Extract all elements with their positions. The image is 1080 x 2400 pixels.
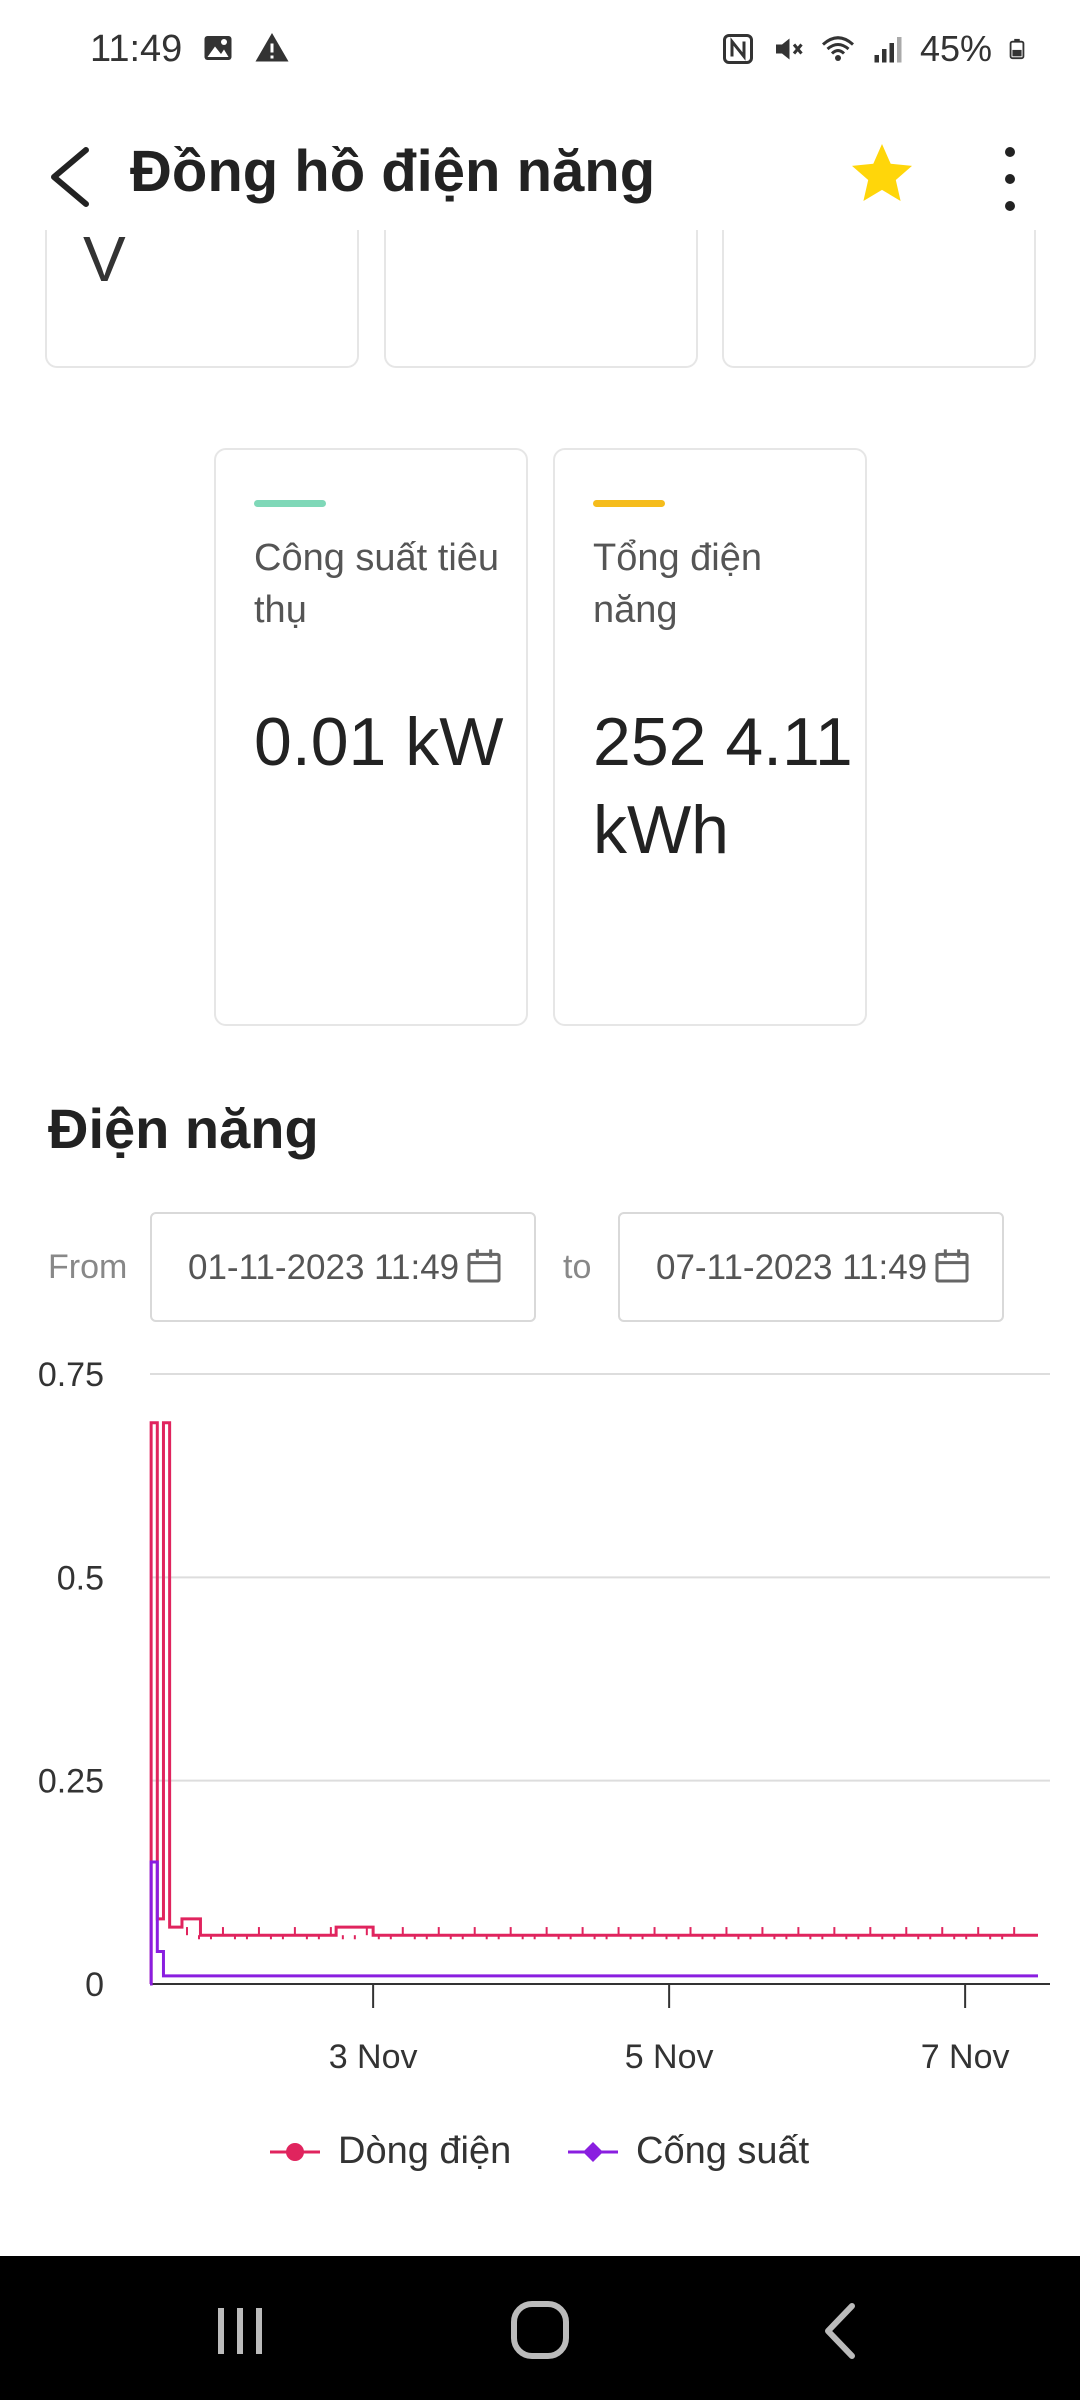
wifi-icon — [820, 31, 856, 67]
section-title: Điện năng — [48, 1096, 319, 1161]
total-energy-label: Tổng điện năng — [593, 532, 843, 636]
voltage-unit: V — [83, 222, 126, 296]
legend-circle-marker-icon — [270, 2137, 320, 2167]
from-label: From — [48, 1248, 127, 1287]
x-tick-label: 5 Nov — [625, 2038, 714, 2076]
y-tick-label: 0.5 — [57, 1559, 104, 1597]
legend-label-power: Cống suất — [636, 2130, 809, 2173]
to-date-value: 07-11-2023 11:49 — [656, 1248, 927, 1288]
recent-apps-icon[interactable] — [200, 2296, 280, 2366]
voltage-card[interactable]: V — [45, 230, 359, 368]
nfc-icon — [720, 31, 756, 67]
metric-card-2[interactable] — [384, 230, 698, 368]
page-title: Đồng hồ điện năng — [130, 138, 655, 205]
app-header: Đồng hồ điện năng — [0, 120, 1080, 230]
battery-percent: 45% — [920, 28, 992, 70]
more-options-icon[interactable] — [990, 142, 1030, 216]
mute-icon — [770, 31, 806, 67]
to-date-input[interactable]: 07-11-2023 11:49 — [618, 1212, 1004, 1322]
status-bar: 11:49 45% — [0, 0, 1080, 100]
power-series-line — [150, 1862, 1038, 1984]
x-tick-label: 3 Nov — [329, 2038, 418, 2076]
power-consumption-card[interactable]: Công suất tiêu thụ 0.01 kW — [214, 448, 528, 1026]
favorite-star-icon[interactable] — [846, 138, 918, 210]
calendar-icon[interactable] — [464, 1246, 504, 1286]
y-tick-label: 0 — [85, 1966, 104, 2004]
to-label: to — [563, 1248, 591, 1287]
gallery-icon — [200, 30, 236, 66]
total-energy-card[interactable]: Tổng điện năng 252 4.11 kWh — [553, 448, 867, 1026]
energy-color-bar — [593, 500, 665, 507]
current-series-line — [150, 1423, 1038, 1984]
legend-item-power[interactable]: Cống suất — [568, 2130, 809, 2173]
from-date-input[interactable]: 01-11-2023 11:49 — [150, 1212, 536, 1322]
signal-icon — [870, 31, 906, 67]
y-tick-label: 0.25 — [38, 1763, 104, 1801]
chart-legend: Dòng điện Cống suất — [0, 2130, 1080, 2190]
metric-card-3[interactable] — [722, 230, 1036, 368]
home-icon[interactable] — [500, 2296, 580, 2366]
legend-label-current: Dòng điện — [338, 2130, 511, 2173]
power-color-bar — [254, 500, 326, 507]
y-tick-label: 0.75 — [38, 1356, 104, 1394]
power-consumption-value: 0.01 kW — [254, 698, 514, 786]
warning-icon — [254, 30, 290, 66]
calendar-icon[interactable] — [932, 1246, 972, 1286]
power-consumption-label: Công suất tiêu thụ — [254, 532, 504, 636]
energy-line-chart: 0 0.25 0.5 0.75 3 Nov 5 Nov 7 Nov — [0, 1330, 1080, 2230]
total-energy-value: 252 4.11 kWh — [593, 698, 853, 874]
battery-icon — [1006, 31, 1028, 67]
from-date-value: 01-11-2023 11:49 — [188, 1248, 459, 1288]
legend-diamond-marker-icon — [568, 2137, 618, 2167]
back-arrow-icon[interactable] — [40, 142, 100, 212]
status-time: 11:49 — [90, 28, 182, 71]
system-nav-bar — [0, 2256, 1080, 2400]
x-tick-label: 7 Nov — [921, 2038, 1010, 2076]
back-nav-icon[interactable] — [800, 2296, 880, 2366]
legend-item-current[interactable]: Dòng điện — [270, 2130, 511, 2173]
